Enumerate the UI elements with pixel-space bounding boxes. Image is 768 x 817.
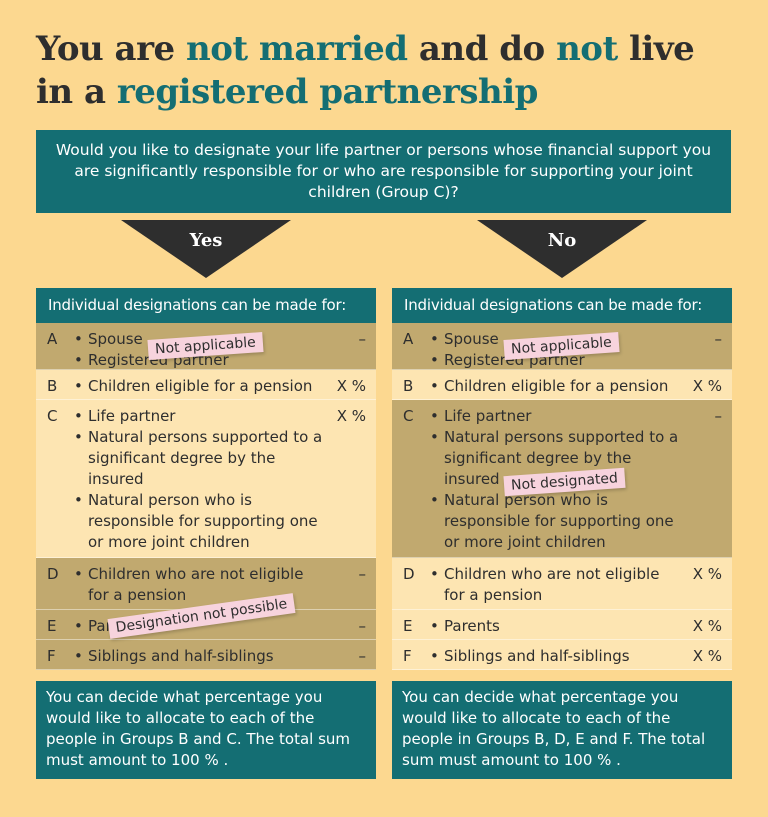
row-letter: C (403, 407, 414, 425)
row-item: Spouse (74, 329, 324, 350)
row-letter: A (47, 330, 58, 348)
row-item: Spouse (430, 329, 680, 350)
no-column: Individual designations can be made for:… (392, 288, 732, 670)
row-letter: A (403, 330, 414, 348)
no-footer: You can decide what percentage you would… (392, 681, 732, 779)
row-letter: B (47, 377, 58, 395)
row-letter: B (403, 377, 414, 395)
no-row-e: E Parents X % (392, 610, 732, 640)
row-items: Children eligible for a pension (430, 376, 680, 397)
no-row-d: D Children who are not eligible for a pe… (392, 558, 732, 610)
row-items: Siblings and half-siblings (74, 646, 324, 667)
no-arrow: No (477, 220, 647, 278)
page-title: You are not married and do not live in a… (36, 28, 736, 114)
row-letter: E (403, 617, 413, 635)
row-value: X % (692, 647, 722, 665)
row-value: – (358, 647, 367, 665)
row-value: – (358, 330, 367, 348)
title-part: in a (36, 72, 117, 112)
title-part: live (617, 29, 695, 69)
title-part: and do (407, 29, 557, 69)
no-column-header: Individual designations can be made for: (392, 288, 732, 323)
row-item: Natural persons supported to a significa… (430, 427, 680, 490)
row-item: Children who are not eligible for a pens… (430, 564, 680, 606)
row-value: – (714, 330, 723, 348)
row-letter: D (403, 565, 415, 583)
row-item: Children eligible for a pension (430, 376, 680, 397)
row-item: Parents (430, 616, 680, 637)
yes-arrow-label: Yes (189, 230, 223, 251)
row-letter: E (47, 617, 57, 635)
row-item: Life partner (430, 406, 680, 427)
row-item: Siblings and half-siblings (74, 646, 324, 667)
yes-row-c: C Life partner Natural persons supported… (36, 400, 376, 558)
question-text: Would you like to designate your life pa… (55, 141, 712, 201)
row-items: Parents (430, 616, 680, 637)
no-row-f: F Siblings and half-siblings X % (392, 640, 732, 670)
title-highlight: not married (185, 29, 408, 69)
row-value: X % (692, 377, 722, 395)
row-letter: D (47, 565, 59, 583)
row-value: – (358, 565, 367, 583)
yes-arrow: Yes (121, 220, 291, 278)
yes-row-f: F Siblings and half-siblings – (36, 640, 376, 670)
row-item: Life partner (74, 406, 324, 427)
row-value: X % (336, 407, 366, 425)
row-letter: F (47, 647, 56, 665)
title-highlight: registered partnership (116, 72, 539, 112)
row-items: Children who are not eligible for a pens… (430, 564, 680, 606)
no-row-b: B Children eligible for a pension X % (392, 370, 732, 400)
question-box: Would you like to designate your life pa… (36, 130, 731, 213)
row-item: Siblings and half-siblings (430, 646, 680, 667)
row-value: – (714, 407, 723, 425)
yes-column: Individual designations can be made for:… (36, 288, 376, 670)
no-arrow-label: No (547, 230, 577, 251)
no-footer-text: You can decide what percentage you would… (402, 688, 706, 769)
yes-footer-text: You can decide what percentage you would… (46, 688, 351, 769)
row-item: Children eligible for a pension (74, 376, 324, 397)
yes-column-header: Individual designations can be made for: (36, 288, 376, 323)
row-value: – (358, 617, 367, 635)
row-item: Children who are not eligible for a pens… (74, 564, 324, 606)
row-letter: C (47, 407, 58, 425)
yes-footer: You can decide what percentage you would… (36, 681, 376, 779)
row-items: Children who are not eligible for a pens… (74, 564, 324, 606)
row-item: Natural persons supported to a significa… (74, 427, 324, 490)
row-letter: F (403, 647, 412, 665)
row-item: Natural person who is responsible for su… (74, 490, 324, 553)
row-value: X % (692, 617, 722, 635)
row-value: X % (692, 565, 722, 583)
row-value: X % (336, 377, 366, 395)
row-items: Children eligible for a pension (74, 376, 324, 397)
row-items: Life partner Natural persons supported t… (430, 406, 680, 553)
title-part: You are (36, 29, 186, 69)
row-items: Life partner Natural persons supported t… (74, 406, 324, 553)
title-highlight: not (556, 29, 618, 69)
row-items: Siblings and half-siblings (430, 646, 680, 667)
row-item: Natural person who is responsible for su… (430, 490, 680, 553)
yes-row-b: B Children eligible for a pension X % (36, 370, 376, 400)
yes-row-a: A Spouse Registered partner – (36, 323, 376, 371)
yes-row-d: D Children who are not eligible for a pe… (36, 558, 376, 610)
